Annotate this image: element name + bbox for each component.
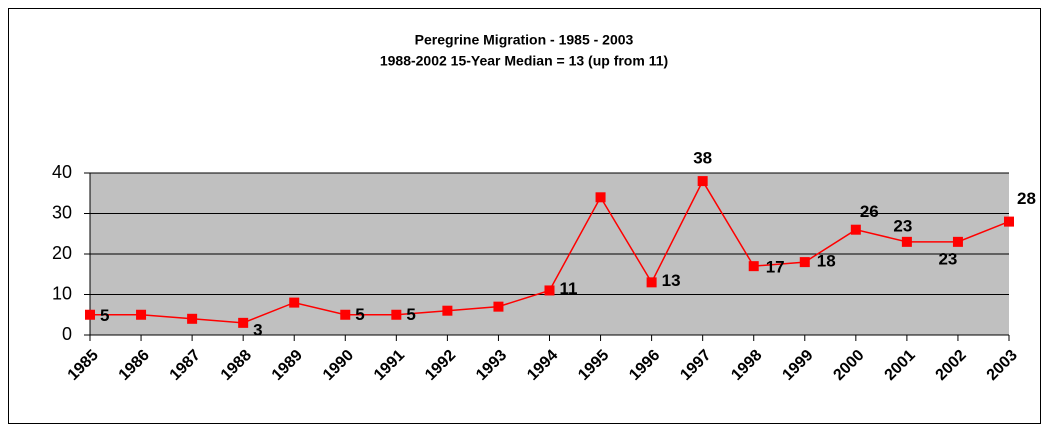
data-label: 11 — [560, 279, 578, 298]
data-label: 18 — [817, 252, 836, 271]
point — [187, 313, 198, 324]
y-tick-label: 0 — [62, 324, 72, 344]
chart-subtitle: 1988-2002 15-Year Median = 13 (up from 1… — [380, 53, 668, 69]
y-tick-label: 40 — [52, 162, 72, 182]
point — [544, 285, 555, 296]
point — [850, 224, 861, 235]
point — [85, 309, 95, 320]
data-label: 38 — [693, 149, 712, 168]
point — [646, 277, 657, 288]
y-tick-label: 30 — [52, 202, 72, 222]
data-label: 5 — [406, 305, 415, 324]
point — [799, 257, 810, 268]
point — [1004, 216, 1014, 227]
point — [493, 301, 504, 312]
data-label: 23 — [938, 249, 957, 268]
data-label: 13 — [662, 271, 681, 290]
point — [748, 261, 759, 272]
data-label: 26 — [860, 202, 879, 221]
y-tick-label: 20 — [52, 243, 72, 263]
data-label: 23 — [893, 216, 912, 235]
data-label: 17 — [766, 258, 785, 277]
data-label: 3 — [253, 320, 262, 339]
data-label: 5 — [355, 305, 364, 324]
point — [340, 309, 351, 320]
data-label: 28 — [1017, 189, 1036, 208]
y-tick-label: 10 — [52, 283, 72, 303]
point — [136, 309, 147, 320]
point — [391, 309, 402, 320]
data-label: 5 — [100, 306, 109, 325]
point — [442, 305, 453, 316]
point — [595, 192, 606, 203]
point — [952, 236, 963, 247]
point — [697, 176, 708, 187]
point — [238, 317, 249, 328]
chart-title: Peregrine Migration - 1985 - 2003 — [415, 32, 634, 48]
point — [289, 297, 300, 308]
point — [901, 236, 912, 247]
